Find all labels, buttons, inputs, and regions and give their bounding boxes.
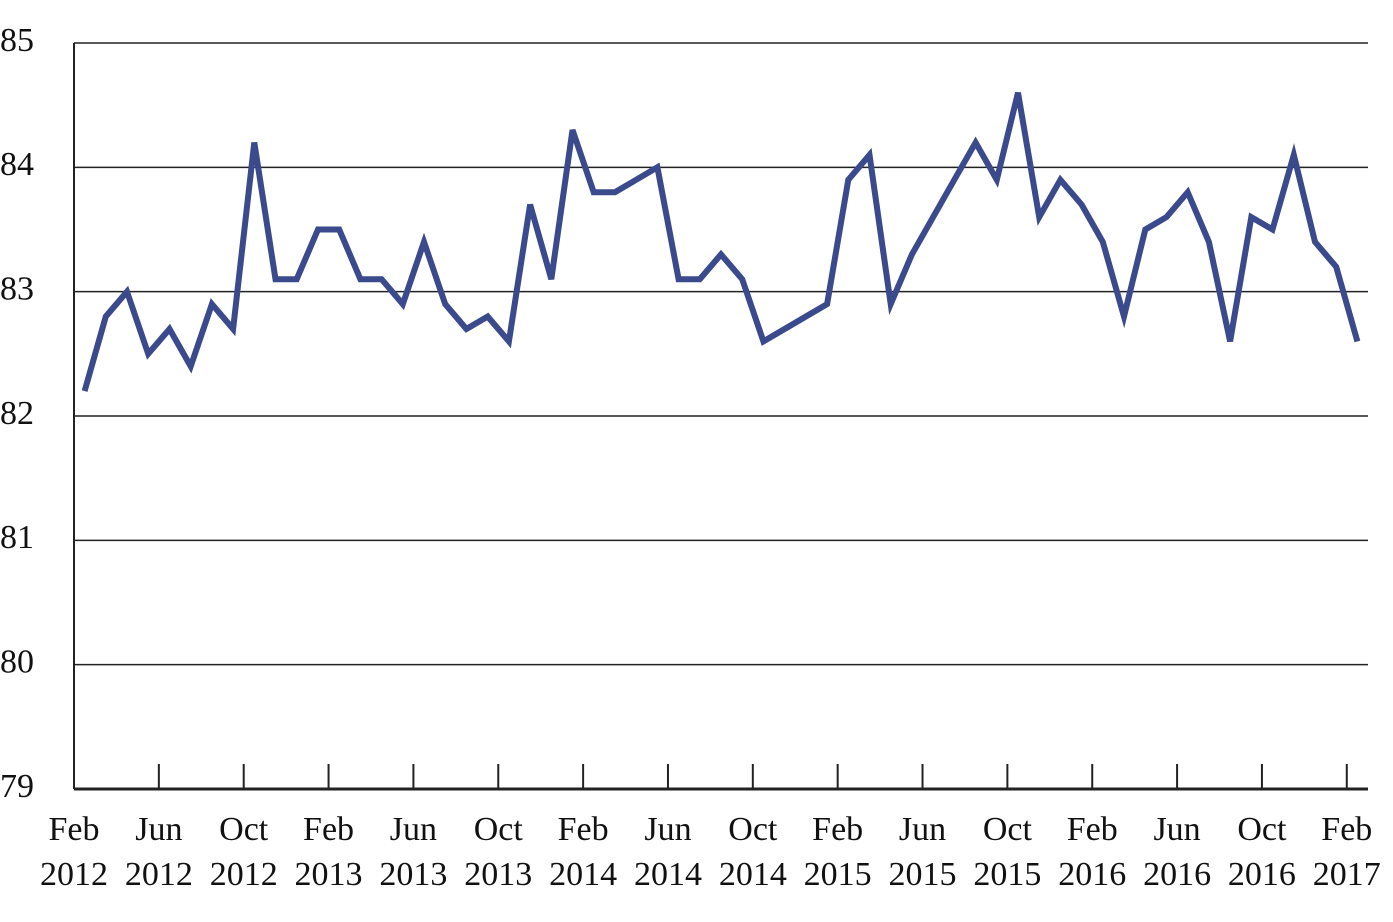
x-tick-label: Feb 2012 [40, 811, 108, 893]
y-tick-label: 80 [0, 643, 34, 680]
data-line [81, 91, 1361, 392]
y-tick-label: 82 [0, 395, 34, 432]
y-tick-label: 83 [0, 270, 34, 307]
x-tick-label: Oct 2016 [1228, 811, 1296, 893]
x-tick-label: Feb 2014 [549, 811, 617, 893]
x-tick-label: Oct 2014 [719, 811, 787, 893]
x-tick-label: Feb 2016 [1058, 811, 1126, 893]
y-tick-label: 81 [0, 519, 34, 556]
y-tick-label: 79 [0, 768, 34, 805]
x-tick-label: Jun 2015 [889, 811, 957, 893]
x-tick-label: Feb 2015 [804, 811, 872, 893]
x-tick-label: Oct 2013 [464, 811, 532, 893]
x-tick-label: Oct 2015 [973, 811, 1041, 893]
x-tick-label: Jun 2014 [634, 811, 702, 893]
x-tick-label: Feb 2017 [1313, 811, 1381, 893]
y-tick-label: 84 [0, 146, 34, 183]
x-tick-label: Jun 2013 [379, 811, 447, 893]
x-tick-label: Jun 2016 [1143, 811, 1211, 893]
x-tick-label: Jun 2012 [125, 811, 193, 893]
x-tick-label: Oct 2012 [210, 811, 278, 893]
y-tick-label: 85 [0, 22, 34, 59]
x-tick-label: Feb 2013 [295, 811, 363, 893]
